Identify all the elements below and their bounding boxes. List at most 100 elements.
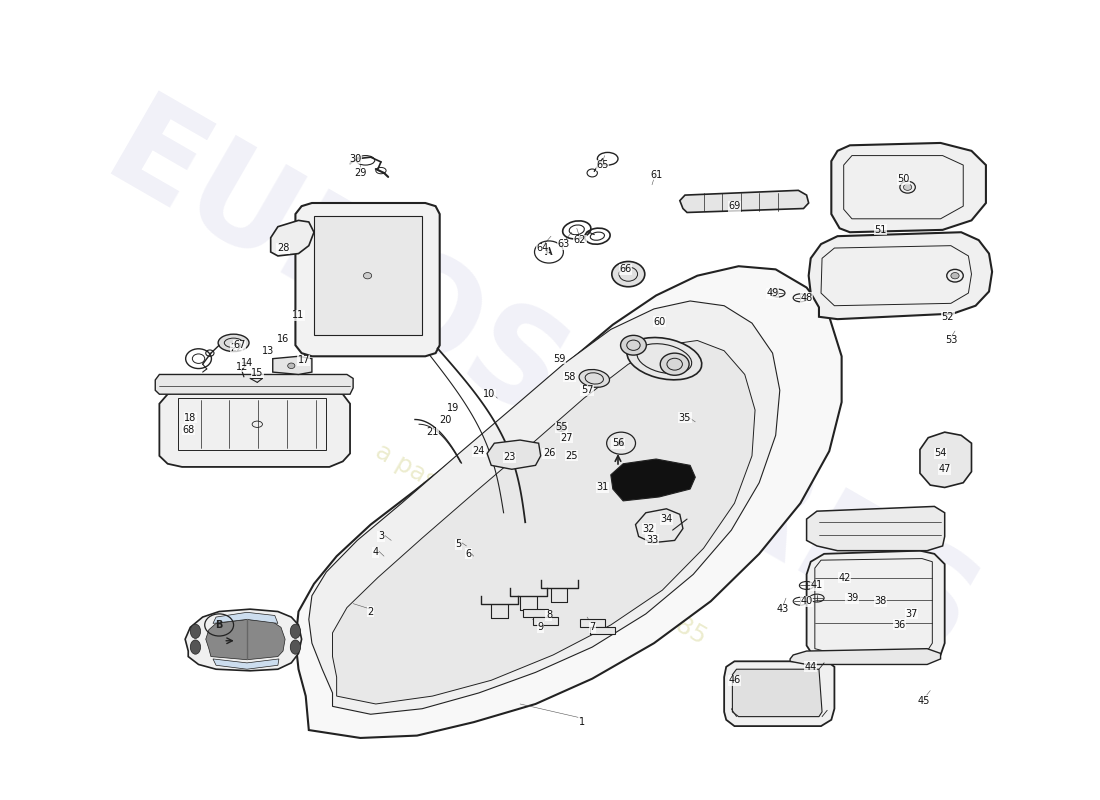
Text: 43: 43 xyxy=(777,604,789,614)
Text: 41: 41 xyxy=(811,581,823,590)
Ellipse shape xyxy=(903,184,912,190)
Polygon shape xyxy=(271,220,314,256)
Text: 23: 23 xyxy=(504,453,516,462)
Text: 55: 55 xyxy=(556,422,568,433)
Polygon shape xyxy=(524,609,548,617)
Text: 61: 61 xyxy=(650,170,662,179)
Text: A: A xyxy=(617,438,625,448)
Ellipse shape xyxy=(612,262,645,286)
Text: 26: 26 xyxy=(542,449,556,458)
Polygon shape xyxy=(806,550,945,662)
Text: 13: 13 xyxy=(262,346,274,356)
Text: 35: 35 xyxy=(679,413,691,423)
Text: 36: 36 xyxy=(893,620,905,630)
Ellipse shape xyxy=(288,363,295,369)
Text: 3: 3 xyxy=(378,531,384,542)
Text: 34: 34 xyxy=(660,514,672,524)
Polygon shape xyxy=(213,612,278,623)
Text: 52: 52 xyxy=(942,312,954,322)
Polygon shape xyxy=(591,626,615,634)
Polygon shape xyxy=(733,670,822,717)
Text: a passion for parts since 1985: a passion for parts since 1985 xyxy=(371,439,711,650)
Text: 9: 9 xyxy=(538,622,543,632)
Text: 30: 30 xyxy=(349,154,361,164)
Text: 42: 42 xyxy=(838,573,851,582)
Text: 18: 18 xyxy=(184,413,197,423)
Text: A: A xyxy=(546,247,552,257)
Ellipse shape xyxy=(218,334,249,351)
Polygon shape xyxy=(610,459,695,501)
Text: 54: 54 xyxy=(934,449,947,458)
Text: 69: 69 xyxy=(728,201,740,211)
Text: 12: 12 xyxy=(235,362,248,371)
Ellipse shape xyxy=(579,370,609,387)
Text: 32: 32 xyxy=(642,523,656,534)
Text: 40: 40 xyxy=(801,596,813,606)
Text: 28: 28 xyxy=(277,243,289,253)
Text: 7: 7 xyxy=(590,622,595,632)
Text: 37: 37 xyxy=(905,609,917,619)
Text: 31: 31 xyxy=(596,482,608,493)
Polygon shape xyxy=(832,143,986,232)
Polygon shape xyxy=(487,440,541,470)
Text: 67: 67 xyxy=(233,340,246,350)
Polygon shape xyxy=(806,506,945,550)
Text: 25: 25 xyxy=(565,451,578,461)
Text: 44: 44 xyxy=(804,662,817,672)
Ellipse shape xyxy=(190,640,200,654)
Text: 33: 33 xyxy=(646,534,658,545)
Text: 10: 10 xyxy=(483,390,495,399)
Polygon shape xyxy=(155,374,353,394)
Text: 58: 58 xyxy=(563,372,575,382)
Text: 4: 4 xyxy=(373,547,378,558)
Polygon shape xyxy=(724,662,835,726)
Ellipse shape xyxy=(627,338,702,380)
Text: 24: 24 xyxy=(473,446,485,456)
Polygon shape xyxy=(160,390,350,467)
Polygon shape xyxy=(534,617,558,625)
Text: 64: 64 xyxy=(537,243,549,253)
Text: 22: 22 xyxy=(230,343,243,354)
Text: 39: 39 xyxy=(846,593,858,603)
Text: 11: 11 xyxy=(293,310,305,320)
Ellipse shape xyxy=(190,624,200,638)
Text: 50: 50 xyxy=(898,174,910,184)
Text: 66: 66 xyxy=(619,264,631,274)
Text: 27: 27 xyxy=(560,433,573,442)
Text: 51: 51 xyxy=(874,225,887,235)
Polygon shape xyxy=(185,609,301,670)
Text: 2: 2 xyxy=(367,606,374,617)
Text: 6: 6 xyxy=(465,549,472,559)
Polygon shape xyxy=(213,659,279,670)
Polygon shape xyxy=(920,432,971,487)
Text: 1: 1 xyxy=(579,717,585,727)
Polygon shape xyxy=(206,619,285,660)
Text: 5: 5 xyxy=(455,539,461,550)
Text: 68: 68 xyxy=(183,425,195,434)
Text: 19: 19 xyxy=(447,403,459,414)
Text: 15: 15 xyxy=(251,368,264,378)
Polygon shape xyxy=(296,266,842,738)
Polygon shape xyxy=(680,190,808,213)
Text: 14: 14 xyxy=(241,358,253,368)
Text: 49: 49 xyxy=(767,288,779,298)
Ellipse shape xyxy=(557,423,566,431)
Ellipse shape xyxy=(620,335,647,355)
Text: 65: 65 xyxy=(596,160,608,170)
Polygon shape xyxy=(332,341,755,704)
Polygon shape xyxy=(296,203,440,356)
Text: 8: 8 xyxy=(546,610,552,621)
Text: 46: 46 xyxy=(728,675,740,686)
Text: B: B xyxy=(216,620,223,630)
Text: 53: 53 xyxy=(945,335,957,346)
Text: 57: 57 xyxy=(581,386,593,395)
Text: 59: 59 xyxy=(553,354,565,364)
Text: 21: 21 xyxy=(427,427,439,437)
Polygon shape xyxy=(808,232,992,319)
Text: 56: 56 xyxy=(612,438,624,448)
Ellipse shape xyxy=(290,624,300,638)
Text: 29: 29 xyxy=(354,168,366,178)
Polygon shape xyxy=(273,356,312,374)
Polygon shape xyxy=(636,509,683,542)
Text: 20: 20 xyxy=(440,414,452,425)
